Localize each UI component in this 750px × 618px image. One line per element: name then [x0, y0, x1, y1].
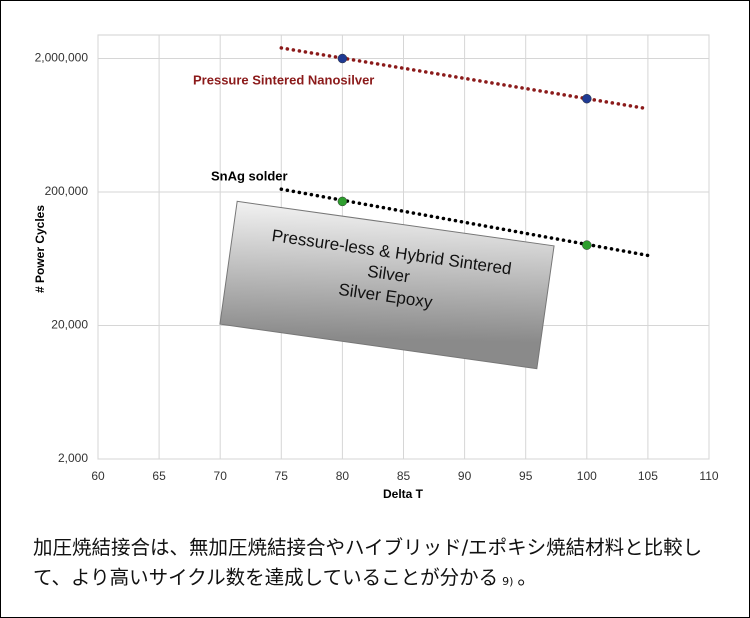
y-tick-label: 20,000 [51, 318, 88, 332]
x-tick-label: 70 [214, 469, 228, 483]
x-tick-label: 85 [397, 469, 411, 483]
caption-end: 。 [517, 566, 537, 589]
data-point [337, 196, 348, 207]
x-tick-label: 75 [275, 469, 289, 483]
chart: # Power Cycles Delta T 60 65 70 75 80 85 90 95 1… [33, 34, 719, 501]
x-tick-label: 80 [336, 469, 350, 483]
data-point [582, 93, 592, 104]
reference: 9) [502, 575, 514, 588]
x-tick-label: 100 [577, 469, 597, 483]
x-tick-label: 95 [519, 469, 533, 483]
caption: 加圧焼結接合は、無加圧焼結接合やハイブリッド/エポキシ焼結材料と比較して、より高… [33, 533, 733, 596]
x-tick-label: 60 [91, 469, 105, 483]
x-tick-label: 65 [152, 469, 166, 483]
caption-text: 加圧焼結接合は、無加圧焼結接合やハイブリッド/エポキシ焼結材料と比較して、より高… [33, 536, 703, 589]
y-tick-label: 200,000 [45, 184, 89, 198]
x-tick-label: 90 [458, 469, 472, 483]
x-tick-label: 105 [638, 469, 658, 483]
y-axis-label: # Power Cycles [33, 205, 47, 293]
data-point [582, 240, 592, 250]
series-label: SnAg solder [211, 168, 288, 183]
x-axis-label: Delta T [383, 487, 424, 501]
y-tick-label: 2,000 [58, 451, 88, 465]
y-tick-label: 2,000,000 [35, 51, 89, 65]
x-tick-label: 110 [699, 469, 718, 483]
series-label: Pressure Sintered Nanosilver [193, 72, 374, 87]
annotation-box [219, 200, 555, 370]
data-point [337, 53, 348, 64]
annotation: Pressure-less & Hybrid SinteredSilverSil… [219, 200, 555, 370]
